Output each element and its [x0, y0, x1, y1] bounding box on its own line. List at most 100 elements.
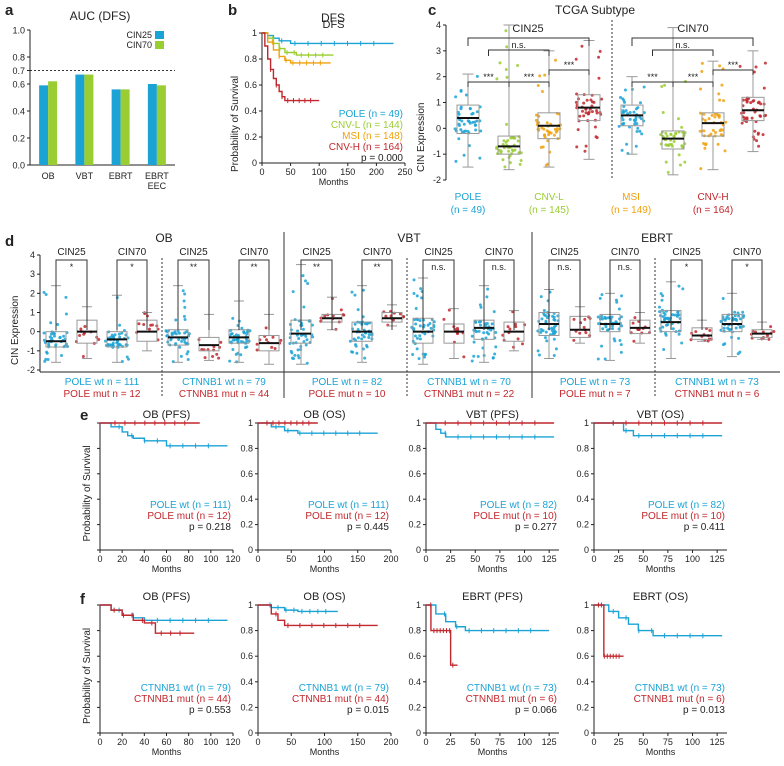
y-tick-label: 0 [436, 123, 441, 133]
x-axis-label: Months [152, 747, 182, 757]
panel-label-b: b [228, 2, 237, 19]
data-point [709, 132, 713, 136]
data-point [428, 321, 432, 325]
data-point [702, 112, 706, 116]
x-tick-label: 250 [397, 167, 412, 177]
data-point [363, 356, 367, 360]
data-point [622, 98, 626, 102]
panel-a: a AUC (DFS) 0.0 0.2 0.4 0.6 0.7 0.8 1.0 OB VBT EBRT… [5, 2, 175, 191]
data-point [454, 95, 458, 99]
p-value: p = 0.277 [515, 522, 557, 533]
data-point [111, 343, 115, 347]
data-point [634, 107, 638, 111]
data-point [698, 111, 702, 115]
bar [39, 85, 49, 165]
x-tick-label: 0 [255, 554, 260, 564]
significance-label: n.s. [618, 262, 633, 272]
x-tick-label: 100 [685, 554, 700, 564]
data-point [708, 329, 712, 333]
n-mut-label: POLE mut n = 10 [309, 389, 386, 400]
x-tick-label: 50 [286, 737, 296, 747]
y-tick-label: 0 [584, 545, 589, 555]
data-point [628, 110, 632, 114]
data-point [470, 359, 474, 363]
x-tick-label: VBT [76, 171, 94, 181]
data-point [631, 321, 635, 325]
data-point [239, 339, 243, 343]
data-point [536, 83, 540, 87]
y-tick-label: -1 [433, 149, 441, 159]
x-axis-label: Months [310, 747, 340, 757]
data-point [245, 332, 249, 336]
legend-label: CTNNB1 mut (n = 6) [466, 694, 557, 705]
x-tick-label: 25 [614, 737, 624, 747]
data-point [494, 345, 498, 349]
x-tick-label: 75 [663, 737, 673, 747]
significance-label: *** [483, 72, 494, 82]
data-point [103, 339, 107, 343]
data-point [639, 117, 643, 121]
significance-label: * [70, 262, 74, 272]
y-tick-label: 0.6 [408, 469, 421, 479]
data-point [736, 311, 740, 315]
subgroup-title: CIN70 [485, 247, 514, 258]
data-point [468, 107, 472, 111]
data-point [617, 307, 621, 311]
data-point [763, 61, 767, 65]
chart-title: TCGA Subtype [555, 3, 635, 17]
data-point [543, 336, 547, 340]
x-tick-label: 0 [97, 737, 102, 747]
data-point [66, 344, 70, 348]
data-point [402, 314, 406, 318]
data-point [671, 313, 675, 317]
data-point [620, 148, 624, 152]
data-point [538, 74, 542, 78]
y-tick-label: 1 [248, 418, 253, 428]
data-point [536, 349, 540, 353]
significance-label: ** [373, 262, 381, 272]
data-point [50, 336, 54, 340]
data-point [720, 83, 724, 87]
data-point [516, 337, 520, 341]
data-point [117, 332, 121, 336]
significance-label: ** [250, 262, 258, 272]
data-point [674, 131, 678, 135]
data-point [291, 357, 295, 361]
data-point [470, 334, 474, 338]
x-axis-label: Months [310, 564, 340, 574]
data-point [727, 317, 731, 321]
data-point [706, 339, 710, 343]
category-n: (n = 145) [529, 205, 569, 216]
data-point [552, 133, 556, 137]
box [497, 135, 521, 155]
data-point [516, 139, 520, 143]
data-point [722, 99, 726, 103]
data-point [504, 29, 508, 33]
survival-curve [100, 604, 195, 634]
data-point [508, 161, 512, 165]
y-tick-label: 0.4 [240, 677, 253, 687]
legend-label: POLE wt (n = 111) [150, 500, 231, 511]
data-point [707, 117, 711, 121]
data-point [595, 136, 599, 140]
data-point [595, 111, 599, 115]
data-point [490, 322, 494, 326]
data-point [415, 336, 419, 340]
plot-title: VBT (OS) [637, 409, 684, 421]
data-point [108, 343, 112, 347]
data-point [360, 333, 364, 337]
y-tick-label: 0 [30, 327, 35, 337]
data-point [549, 131, 553, 135]
data-point [177, 331, 181, 335]
data-point [603, 316, 607, 320]
data-point [46, 358, 50, 362]
data-point [471, 120, 475, 124]
data-point [475, 330, 479, 334]
y-tick-label: -2 [433, 175, 441, 185]
data-point [666, 323, 670, 327]
significance-bracket [467, 37, 590, 46]
data-point [761, 133, 765, 137]
data-point [540, 126, 544, 130]
data-point [659, 292, 663, 296]
